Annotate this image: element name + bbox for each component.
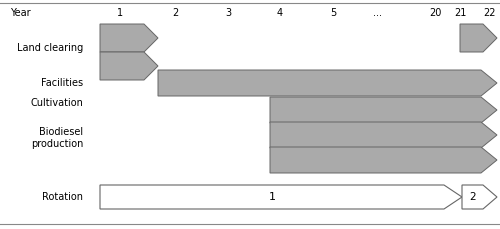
Text: Facilities: Facilities [41,78,83,88]
Text: 1: 1 [268,192,276,202]
Polygon shape [460,24,497,52]
Text: Cultivation: Cultivation [30,98,83,108]
Polygon shape [158,70,497,96]
Text: 5: 5 [330,8,336,18]
Polygon shape [462,185,497,209]
Text: 20: 20 [429,8,441,18]
Polygon shape [100,24,158,52]
Text: 3: 3 [225,8,231,18]
Polygon shape [270,97,497,123]
Polygon shape [270,122,497,148]
Text: Rotation: Rotation [42,192,83,202]
Polygon shape [100,185,462,209]
Text: Land clearing: Land clearing [17,43,83,53]
Polygon shape [100,52,158,80]
Text: Year: Year [10,8,30,18]
Text: 4: 4 [277,8,283,18]
Text: 21: 21 [454,8,466,18]
Text: 2: 2 [469,192,476,202]
Text: 22: 22 [484,8,496,18]
Text: Biodiesel
production: Biodiesel production [30,127,83,149]
Polygon shape [270,147,497,173]
Text: 1: 1 [117,8,123,18]
Text: 2: 2 [172,8,178,18]
Text: ...: ... [374,8,382,18]
